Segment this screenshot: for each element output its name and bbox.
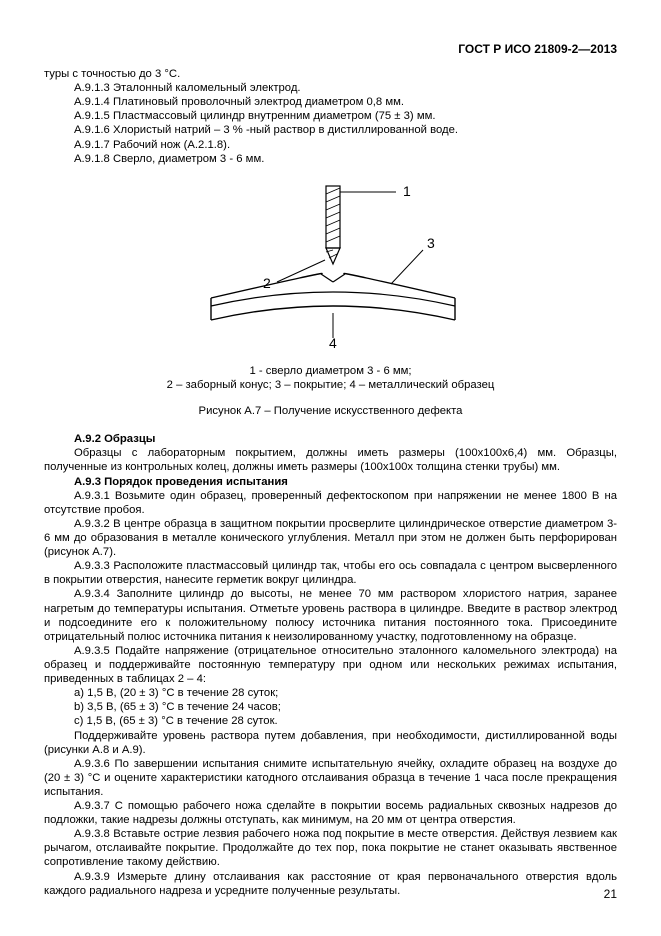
item-a917: А.9.1.7 Рабочий нож (А.2.1.8). bbox=[44, 138, 617, 152]
para-after-list: Поддерживайте уровень раствора путем доб… bbox=[44, 729, 617, 757]
para-a936: А.9.3.6 По завершении испытания снимите … bbox=[44, 757, 617, 799]
para-a931: А.9.3.1 Возьмите один образец, проверенн… bbox=[44, 489, 617, 517]
item-a918: А.9.1.8 Сверло, диаметром 3 - 6 мм. bbox=[44, 152, 617, 166]
fig-label-1: 1 bbox=[403, 183, 411, 199]
fig-label-4: 4 bbox=[329, 335, 337, 348]
figure-svg: 1 2 3 4 bbox=[181, 178, 481, 348]
section-a92-title: А.9.2 Образцы bbox=[44, 432, 617, 446]
list-c: c) 1,5 В, (65 ± 3) °С в течение 28 суток… bbox=[44, 714, 617, 728]
intro-line: туры с точностью до 3 °С. bbox=[44, 67, 617, 81]
para-a939: А.9.3.9 Измерьте длину отслаивания как р… bbox=[44, 870, 617, 898]
list-b: b) 3,5 В, (65 ± 3) °С в течение 24 часов… bbox=[44, 700, 617, 714]
figure-a7: 1 2 3 4 bbox=[44, 178, 617, 352]
figure-legend: 1 - сверло диаметром 3 - 6 мм; 2 – забор… bbox=[44, 364, 617, 392]
section-a93-title: А.9.3 Порядок проведения испытания bbox=[44, 475, 617, 489]
page-number: 21 bbox=[604, 887, 617, 902]
legend-line-2: 2 – заборный конус; 3 – покрытие; 4 – ме… bbox=[167, 379, 495, 391]
doc-header: ГОСТ Р ИСО 21809-2—2013 bbox=[44, 42, 617, 57]
para-a933: А.9.3.3 Расположите пластмассовый цилинд… bbox=[44, 559, 617, 587]
item-a916: А.9.1.6 Хлористый натрий – 3 % -ный раст… bbox=[44, 123, 617, 137]
legend-line-1: 1 - сверло диаметром 3 - 6 мм; bbox=[249, 365, 411, 377]
list-a: a) 1,5 В, (20 ± 3) °С в течение 28 суток… bbox=[44, 686, 617, 700]
item-a913: А.9.1.3 Эталонный каломельный электрод. bbox=[44, 81, 617, 95]
item-a915: А.9.1.5 Пластмассовый цилиндр внутренним… bbox=[44, 109, 617, 123]
section-a92-p1: Образцы с лабораторным покрытием, должны… bbox=[44, 446, 617, 474]
item-a914: А.9.1.4 Платиновый проволочный электрод … bbox=[44, 95, 617, 109]
para-a938: А.9.3.8 Вставьте острие лезвия рабочего … bbox=[44, 827, 617, 869]
para-a935: А.9.3.5 Подайте напряжение (отрицательно… bbox=[44, 644, 617, 686]
para-a934: А.9.3.4 Заполните цилиндр до высоты, не … bbox=[44, 587, 617, 643]
figure-caption: Рисунок А.7 – Получение искусственного д… bbox=[44, 404, 617, 418]
fig-label-3: 3 bbox=[427, 235, 435, 251]
para-a937: А.9.3.7 С помощью рабочего ножа сделайте… bbox=[44, 799, 617, 827]
para-a932: А.9.3.2 В центре образца в защитном покр… bbox=[44, 517, 617, 559]
fig-label-2: 2 bbox=[263, 275, 271, 291]
